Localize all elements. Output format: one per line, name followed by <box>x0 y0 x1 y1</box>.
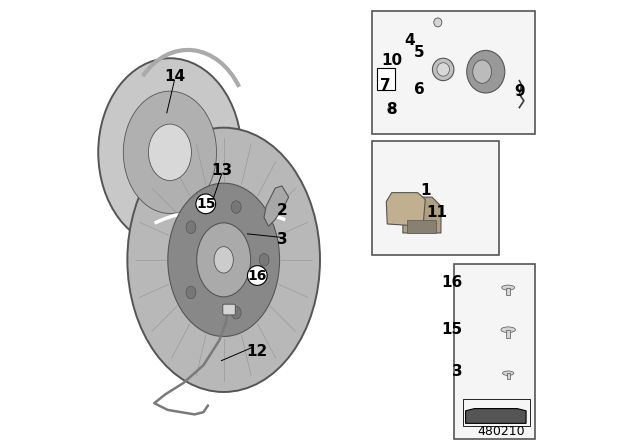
Text: 7: 7 <box>380 78 390 93</box>
Text: 2: 2 <box>276 203 287 218</box>
Ellipse shape <box>433 58 454 81</box>
Text: 16: 16 <box>248 268 267 283</box>
Ellipse shape <box>502 285 515 290</box>
Bar <box>378 68 396 90</box>
Ellipse shape <box>186 286 196 299</box>
Polygon shape <box>387 193 425 226</box>
Polygon shape <box>407 220 436 233</box>
Text: 1: 1 <box>420 183 431 198</box>
Ellipse shape <box>473 60 492 83</box>
Ellipse shape <box>501 327 515 332</box>
Ellipse shape <box>196 223 251 297</box>
Bar <box>454 264 535 439</box>
Ellipse shape <box>388 107 396 113</box>
Polygon shape <box>264 186 289 226</box>
Text: 3: 3 <box>276 232 287 247</box>
Text: 16: 16 <box>441 275 463 290</box>
Text: 6: 6 <box>414 82 425 97</box>
Ellipse shape <box>148 124 191 181</box>
Text: 12: 12 <box>246 344 268 359</box>
Text: 11: 11 <box>426 205 447 220</box>
Ellipse shape <box>259 254 269 266</box>
Bar <box>506 288 510 295</box>
Bar <box>371 141 499 255</box>
Ellipse shape <box>124 91 216 214</box>
Ellipse shape <box>214 246 234 273</box>
Ellipse shape <box>502 371 514 375</box>
Ellipse shape <box>437 63 449 76</box>
Bar <box>507 373 509 379</box>
Text: 15: 15 <box>196 197 216 211</box>
Text: 480210: 480210 <box>477 425 525 438</box>
Text: 15: 15 <box>442 322 463 337</box>
Ellipse shape <box>168 183 280 336</box>
Bar <box>371 11 535 134</box>
Text: 10: 10 <box>381 53 403 68</box>
Text: 14: 14 <box>164 69 185 84</box>
Text: 5: 5 <box>414 45 425 60</box>
Text: 4: 4 <box>404 33 415 48</box>
Ellipse shape <box>186 221 196 233</box>
Text: 9: 9 <box>514 84 525 99</box>
Circle shape <box>248 266 267 285</box>
Ellipse shape <box>99 58 242 246</box>
Ellipse shape <box>467 51 505 93</box>
Text: 8: 8 <box>387 102 397 117</box>
Text: 3: 3 <box>452 364 463 379</box>
Ellipse shape <box>231 201 241 213</box>
Bar <box>506 330 510 338</box>
Circle shape <box>196 194 216 214</box>
Ellipse shape <box>434 18 442 27</box>
Bar <box>463 399 530 426</box>
FancyBboxPatch shape <box>223 304 236 315</box>
Ellipse shape <box>127 128 320 392</box>
Polygon shape <box>403 197 441 233</box>
Ellipse shape <box>231 306 241 319</box>
Text: 13: 13 <box>211 163 232 178</box>
Polygon shape <box>466 409 526 423</box>
